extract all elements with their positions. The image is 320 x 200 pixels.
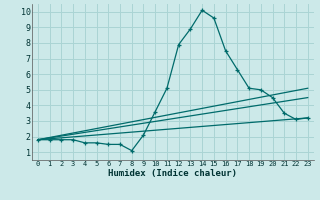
X-axis label: Humidex (Indice chaleur): Humidex (Indice chaleur) [108, 169, 237, 178]
